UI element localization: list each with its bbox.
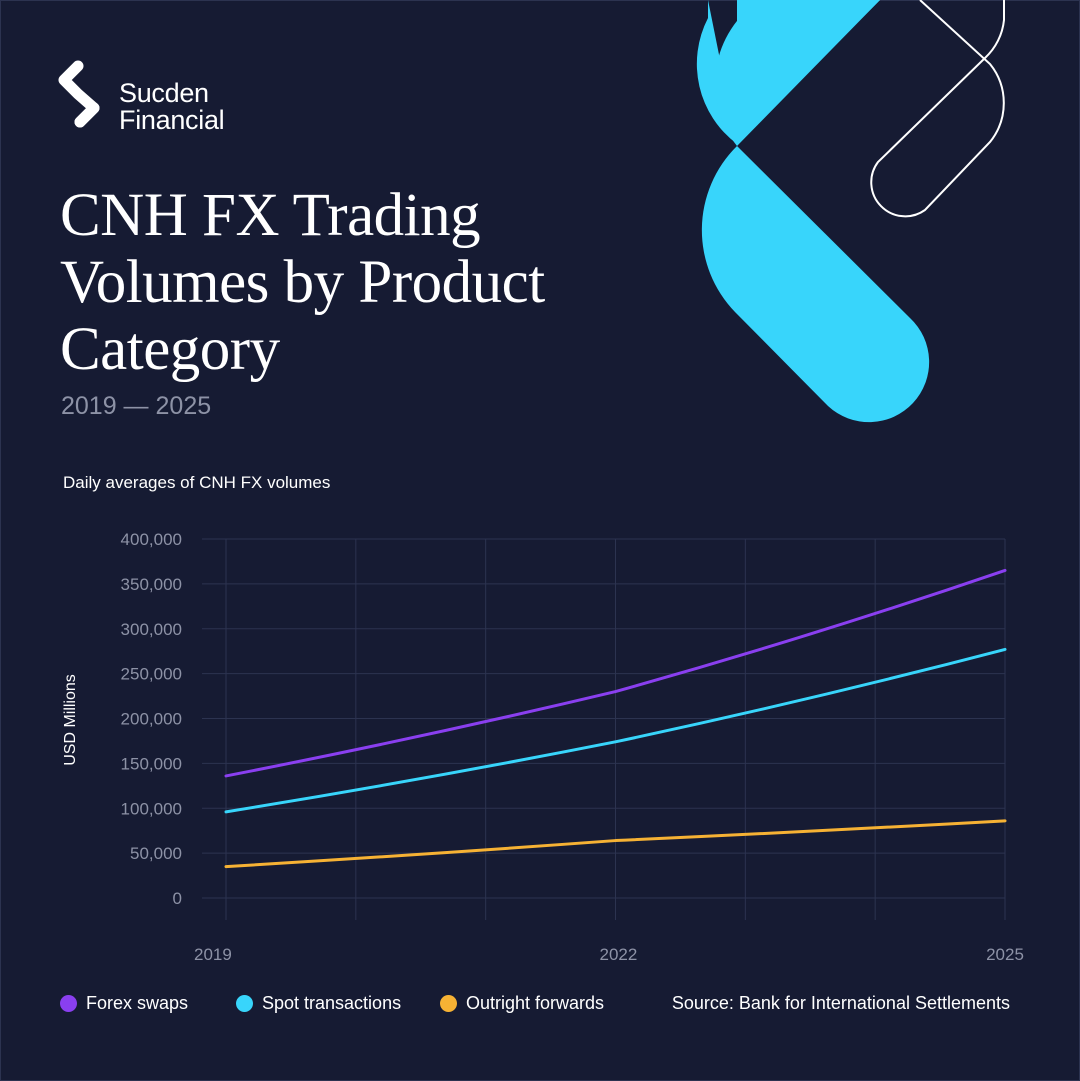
legend-item-outright-forwards: Outright forwards: [440, 993, 604, 1014]
sucden-financial-logo: Sucden Financial: [58, 60, 258, 140]
x-tick-label: 2022: [600, 945, 638, 964]
legend-label-spot-transactions: Spot transactions: [262, 993, 402, 1013]
source-note: Source: Bank for International Settlemen…: [671, 993, 1010, 1013]
line-chart: 0 50,000 100,000 150,000 200,000 250,000 300,0…: [62, 530, 1024, 964]
y-tick-label: 150,000: [121, 754, 182, 773]
legend-dot-spot-transactions: [236, 995, 253, 1012]
x-tick-label: 2019: [194, 945, 232, 964]
deco-lower-shape: [701, 146, 930, 423]
legend-label-forex-swaps: Forex swaps: [86, 993, 189, 1013]
legend-item-forex-swaps: Forex swaps: [60, 993, 188, 1014]
deco-outline: [870, 0, 1005, 218]
chart-caption: Daily averages of CNH FX volumes: [63, 473, 331, 492]
decorative-brand-shape: [696, 0, 1005, 423]
legend-dot-outright-forwards: [440, 995, 457, 1012]
y-tick-label: 200,000: [121, 710, 182, 729]
y-tick-label: 0: [173, 889, 182, 908]
legend-label-outright-forwards: Outright forwards: [466, 993, 605, 1013]
y-tick-label: 400,000: [121, 530, 182, 549]
y-axis-label: USD Millions: [62, 674, 79, 766]
series-line-spot-transactions: [224, 647, 1007, 814]
x-tick-label: 2025: [986, 945, 1024, 964]
series-line-forex-swaps: [224, 568, 1007, 778]
page-title: CNH FX Trading Volumes by Product Catego…: [60, 182, 545, 383]
deco-upper-fill: [715, 0, 880, 146]
chart-legend: Forex swaps Spot transactions Outright f…: [60, 993, 1010, 1017]
series-line-outright-forwards: [224, 819, 1007, 869]
logo-mark-icon: [58, 60, 100, 128]
logo-line-1: Sucden: [119, 78, 209, 108]
y-tick-label: 50,000: [130, 844, 182, 863]
legend-item-spot-transactions: Spot transactions: [236, 993, 401, 1014]
logo-text: Sucden Financial: [119, 78, 225, 135]
legend-dot-forex-swaps: [60, 995, 77, 1012]
page-subtitle: 2019 — 2025: [61, 392, 212, 420]
y-tick-label: 100,000: [121, 799, 182, 818]
logo-line-2: Financial: [119, 105, 225, 135]
y-tick-label: 350,000: [121, 575, 182, 594]
y-tick-label: 250,000: [121, 665, 182, 684]
y-tick-label: 300,000: [121, 620, 182, 639]
